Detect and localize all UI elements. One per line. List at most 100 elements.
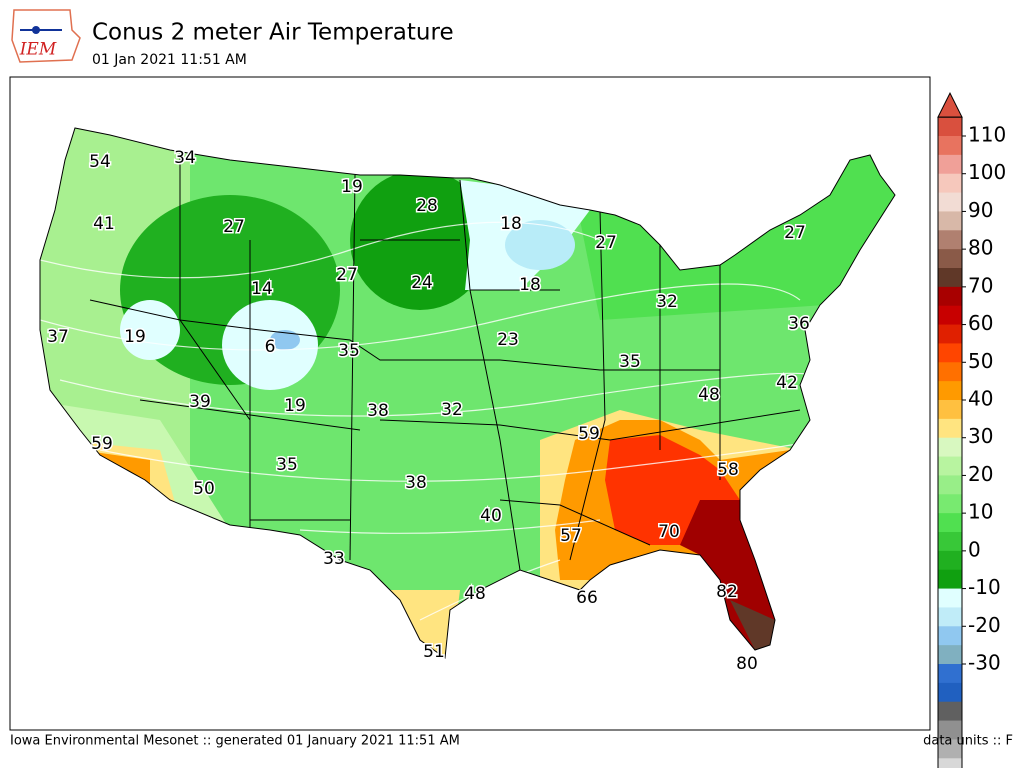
contour-label: 18 xyxy=(519,275,541,295)
colorbar-bin xyxy=(938,230,962,250)
colorbar-bin xyxy=(938,645,962,665)
contour-label: 28 xyxy=(416,196,438,216)
colorbar-tick-label: 10 xyxy=(968,500,993,524)
contour-label: 42 xyxy=(776,373,798,393)
contour-label: 58 xyxy=(717,460,739,480)
colorbar-bin xyxy=(938,268,962,288)
colorbar-bin xyxy=(938,701,962,722)
colorbar-bin xyxy=(938,494,962,514)
contour-label: 57 xyxy=(560,526,582,546)
contour-label: 41 xyxy=(93,214,115,234)
colorbar-tick-label: 50 xyxy=(968,349,993,373)
logo-text: IEM xyxy=(19,40,57,60)
colorbar-tick-label: 30 xyxy=(968,424,993,448)
contour-label: 59 xyxy=(578,424,600,444)
colorbar-bin xyxy=(938,569,962,590)
contour-label: 48 xyxy=(464,584,486,604)
colorbar-bin xyxy=(938,211,962,231)
contour-label: 38 xyxy=(405,473,427,493)
footer-left: Iowa Environmental Mesonet :: generated … xyxy=(10,734,460,749)
contour-label: 14 xyxy=(251,279,273,299)
logo: IEM xyxy=(11,9,81,63)
contour-label: 35 xyxy=(338,341,360,361)
contour-label: 38 xyxy=(367,401,389,421)
colorbar-tick-label: 70 xyxy=(968,273,993,297)
colorbar-bin xyxy=(938,381,962,401)
colorbar-bin xyxy=(938,343,962,363)
contour-label: 70 xyxy=(658,522,680,542)
colorbar-bin xyxy=(938,682,962,703)
colorbar-bin xyxy=(938,249,962,269)
contour-label: 39 xyxy=(189,392,211,412)
colorbar-bin xyxy=(938,588,962,608)
colorbar-bin xyxy=(938,136,962,156)
contour-label: 24 xyxy=(411,273,433,293)
colorbar-bin xyxy=(938,400,962,420)
colorbar-bin xyxy=(938,324,962,344)
contour-label: 35 xyxy=(276,455,298,475)
contour-label: 36 xyxy=(788,314,810,334)
colorbar-bin xyxy=(938,513,962,533)
contour-labels: 54 34 19 28 41 27 18 27 27 14 27 24 18 32 37 19 6 35 23 36 3… xyxy=(46,147,812,676)
contour-label: 48 xyxy=(698,385,720,405)
colorbar-bin xyxy=(938,362,962,382)
contour-label: 27 xyxy=(784,223,806,243)
contour-label: 66 xyxy=(576,588,598,608)
colorbar-tick-label: 80 xyxy=(968,236,993,260)
colorbar-tick-label: -30 xyxy=(968,651,1001,675)
colorbar-bin xyxy=(938,720,962,740)
colorbar-bin xyxy=(938,626,962,646)
subtitle: 01 Jan 2021 11:51 AM xyxy=(92,52,247,68)
colorbar-bin xyxy=(938,456,962,476)
colorbar-bin xyxy=(938,117,962,137)
colorbar-tick-label: 20 xyxy=(968,462,993,486)
title: Conus 2 meter Air Temperature xyxy=(92,20,454,46)
contour-label: 37 xyxy=(47,327,69,347)
colorbar-bin xyxy=(938,286,962,307)
colorbar-bin xyxy=(938,664,962,684)
colorbar-bin xyxy=(938,475,962,495)
colorbar-tick-label: 40 xyxy=(968,387,993,411)
colorbar-tick-label: 90 xyxy=(968,198,993,222)
contour-label: 23 xyxy=(497,330,519,350)
colorbar-bin xyxy=(938,305,962,326)
contour-label: 18 xyxy=(500,214,522,234)
contour-label: 32 xyxy=(441,400,463,420)
contour-label: 80 xyxy=(736,654,758,674)
colorbar-bin xyxy=(938,739,962,759)
colorbar-bin xyxy=(938,607,962,627)
contour-label: 59 xyxy=(91,434,113,454)
colorbar-tick-label: -20 xyxy=(968,613,1001,637)
contour-label: 34 xyxy=(174,148,196,168)
contour-label: 54 xyxy=(89,152,111,172)
contour-label: 32 xyxy=(656,292,678,312)
contour-label: 27 xyxy=(595,233,617,253)
contour-label: 19 xyxy=(284,396,306,416)
colorbar-tick-label: 0 xyxy=(968,537,981,561)
colorbar-tick-label: -10 xyxy=(968,575,1001,599)
contour-label: 50 xyxy=(193,479,215,499)
contour-label: 35 xyxy=(619,352,641,372)
colorbar-bin xyxy=(938,532,962,552)
colorbar-tick-label: 100 xyxy=(968,160,1006,184)
colorbar-bin xyxy=(938,550,962,571)
colorbar-tick-label: 60 xyxy=(968,311,993,335)
colorbar-bin xyxy=(938,758,962,772)
contour-label: 27 xyxy=(336,265,358,285)
colorbar-tick-label: 110 xyxy=(968,123,1006,147)
contour-label: 40 xyxy=(480,506,502,526)
contour-label: 33 xyxy=(323,549,345,569)
contour-label: 19 xyxy=(124,327,146,347)
colorbar-bin xyxy=(938,173,962,194)
colorbar-bin xyxy=(938,418,962,439)
colorbar-bin xyxy=(938,154,962,175)
contour-label: 6 xyxy=(265,337,276,357)
contour-label: 82 xyxy=(716,582,738,602)
colorbar-frame xyxy=(937,116,963,772)
colorbar-top xyxy=(937,92,963,118)
footer-right: data units :: F xyxy=(923,734,1013,749)
colorbar-bin xyxy=(938,437,962,458)
colorbar-bin xyxy=(938,192,962,212)
